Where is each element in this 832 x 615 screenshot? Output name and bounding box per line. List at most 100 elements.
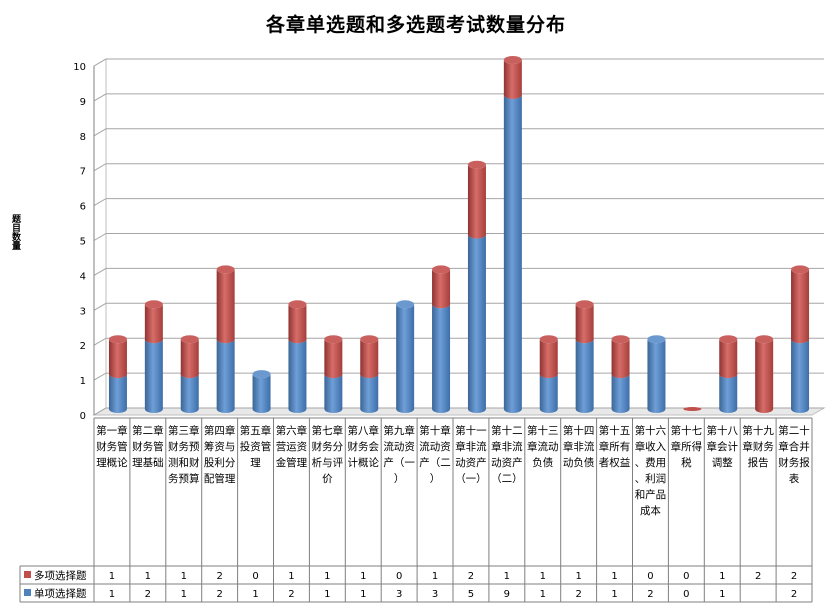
bar-multi-choice-body xyxy=(755,339,774,413)
bar-single-choice-top xyxy=(647,335,666,344)
bar-multi-choice xyxy=(503,56,522,99)
bar-single-choice-body xyxy=(432,304,451,413)
table-value-multi-choice: 1 xyxy=(324,571,330,582)
bar-multi-choice-body xyxy=(575,304,594,344)
table-value-single-choice: 2 xyxy=(145,589,151,600)
x-tick-label: 第十章流动资产（二） xyxy=(419,424,451,485)
table-value-single-choice: 2 xyxy=(216,589,222,600)
table-value-single-choice: 1 xyxy=(324,589,330,600)
table-value-multi-choice: 1 xyxy=(360,571,366,582)
chart-walls xyxy=(92,58,826,416)
bar-multi-choice-body xyxy=(108,339,127,379)
bar-single-choice-body xyxy=(324,374,343,413)
legend-multi-choice-swatch xyxy=(24,571,31,578)
bar-single-choice-top xyxy=(396,300,415,309)
gridline xyxy=(93,198,824,207)
bar-multi-choice-top xyxy=(180,335,199,344)
y-tick-label: 10 xyxy=(73,62,86,73)
table-value-multi-choice: 2 xyxy=(216,571,222,582)
bar-multi-choice xyxy=(288,300,307,344)
table-value-multi-choice: 1 xyxy=(109,571,115,582)
bar-single-choice xyxy=(432,300,451,413)
y-tick-label: 5 xyxy=(80,237,86,248)
table-value-multi-choice: 1 xyxy=(504,571,510,582)
table-value-single-choice: 3 xyxy=(432,589,438,600)
bar-single-choice-top xyxy=(252,370,271,379)
bar-multi-choice xyxy=(791,265,810,344)
table-value-multi-choice: 0 xyxy=(252,571,258,582)
x-tick-label: 第二章财务管理基础 xyxy=(132,424,164,469)
x-tick-label: 第九章流动资产（一） xyxy=(383,424,415,485)
bar-multi-choice-top xyxy=(503,56,522,64)
table-value-multi-choice: 2 xyxy=(755,571,761,582)
y-tick-label: 9 xyxy=(80,97,86,108)
table-value-multi-choice: 1 xyxy=(181,571,187,582)
table-value-multi-choice: 2 xyxy=(468,571,474,582)
bar-multi-choice-body xyxy=(288,304,307,344)
x-tick-label: 第十三章流动负债 xyxy=(527,424,559,469)
bar-single-choice xyxy=(575,335,594,413)
bar-multi-choice xyxy=(432,265,451,309)
table-value-multi-choice: 0 xyxy=(396,571,402,582)
bar-single-choice-body xyxy=(503,94,522,413)
gridline xyxy=(93,372,824,381)
chart-title: 各章单选题和多选题考试数量分布 xyxy=(265,14,566,36)
y-tick-label: 1 xyxy=(80,376,86,387)
bar-single-choice-body xyxy=(216,339,235,413)
bar-single-choice xyxy=(396,300,415,413)
x-tick-label: 第二十章合并财务报表 xyxy=(778,424,810,485)
bar-multi-choice-body xyxy=(719,339,738,379)
y-tick-label: 6 xyxy=(80,202,86,213)
bar-multi-choice-body xyxy=(360,339,379,379)
bar-multi-choice xyxy=(611,335,630,379)
x-tick-label: 第十四章非流动负债 xyxy=(563,424,595,469)
legend-multi-choice-label: 多项选择题 xyxy=(34,569,87,582)
table-value-single-choice: 0 xyxy=(683,589,689,600)
bar-single-choice-body xyxy=(108,374,127,413)
bar-multi-choice-top xyxy=(324,335,343,344)
gridlines xyxy=(93,58,824,416)
bar-multi-choice-body xyxy=(432,269,451,309)
table-value-single-choice: 2 xyxy=(791,589,797,600)
bar-multi-choice-top xyxy=(360,335,379,344)
x-tick-label: 第六章营运资金管理 xyxy=(276,424,308,469)
bar-single-choice xyxy=(791,335,810,413)
bar-multi-choice xyxy=(755,335,774,413)
bar-single-choice xyxy=(647,335,666,413)
table-value-single-choice: 2 xyxy=(575,589,581,600)
table-value-multi-choice: 2 xyxy=(791,571,797,582)
bar-zero-marker xyxy=(683,407,702,411)
bar-multi-choice xyxy=(324,335,343,379)
bar-multi-choice xyxy=(108,335,127,379)
bar-multi-choice xyxy=(539,335,558,379)
bar-multi-choice-top xyxy=(791,265,810,274)
bar-multi-choice xyxy=(144,300,163,344)
gridline xyxy=(93,163,824,172)
bar-single-choice-body xyxy=(539,374,558,413)
table-value-multi-choice: 1 xyxy=(432,571,438,582)
table-value-single-choice: 1 xyxy=(540,589,546,600)
y-tick-label: 3 xyxy=(80,306,86,317)
bar-multi-choice-top xyxy=(432,265,451,274)
bar-multi-choice-top xyxy=(216,265,235,274)
bar-multi-choice xyxy=(216,265,235,344)
bar-multi-choice xyxy=(180,335,199,379)
bar-multi-choice-top xyxy=(719,335,738,344)
x-tick-label: 第十五章所有者权益 xyxy=(599,424,631,469)
x-tick-label: 第一章财务管理概论 xyxy=(96,424,128,469)
bar-multi-choice-top xyxy=(108,335,127,344)
x-tick-label: 第十七章所得税 xyxy=(671,424,703,469)
bar-multi-choice-body xyxy=(180,339,199,379)
gridline xyxy=(93,128,824,137)
table-value-multi-choice: 1 xyxy=(288,571,294,582)
bar-multi-choice-top xyxy=(144,300,163,309)
y-tick-label: 8 xyxy=(80,132,86,143)
x-tick-label: 第七章财务分析与评价 xyxy=(312,424,344,485)
floor xyxy=(92,407,826,416)
legend-single-choice-swatch xyxy=(24,589,31,596)
legend-single-choice-label: 单项选择题 xyxy=(34,587,87,600)
x-tick-label: 第十一章非流动资产（一） xyxy=(455,424,487,485)
bar-multi-choice-top xyxy=(467,160,486,169)
